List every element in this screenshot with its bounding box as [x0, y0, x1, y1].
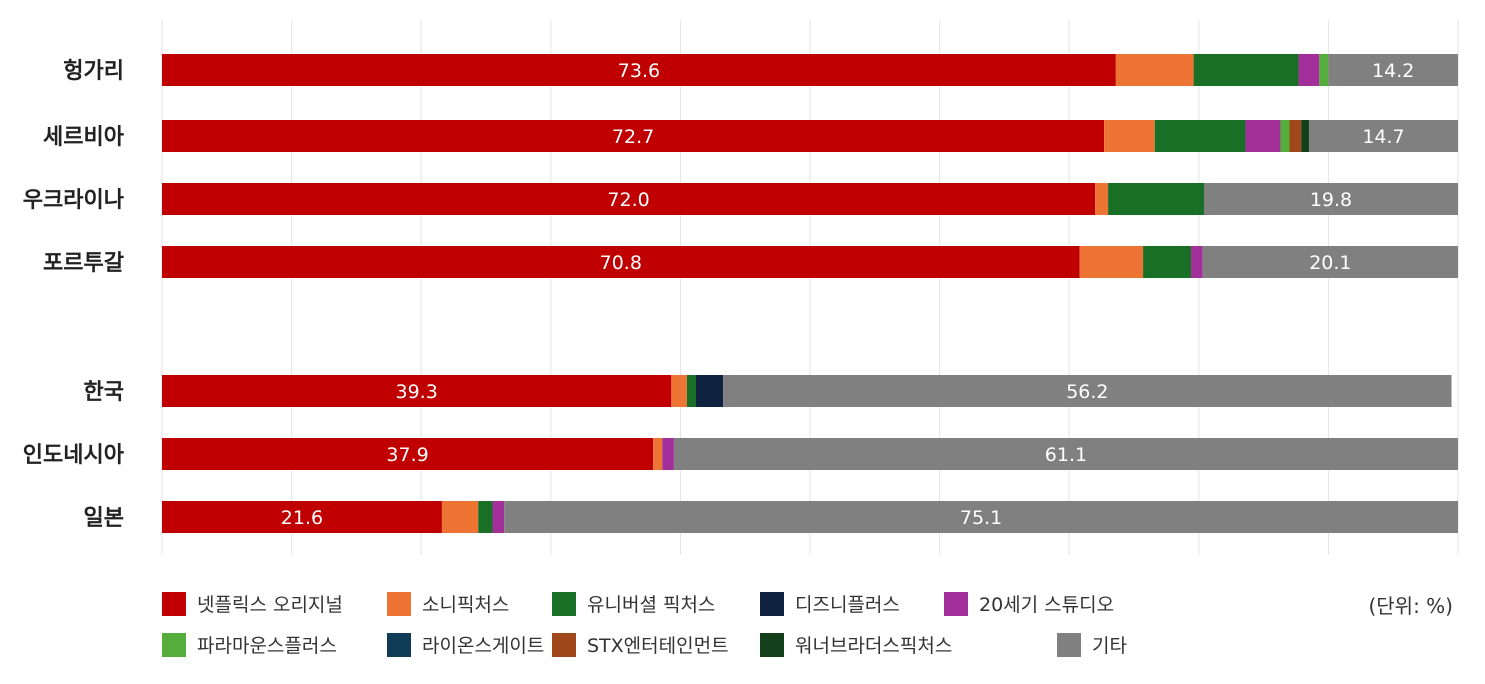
labels: 헝가리 73.6 14.2 세르비아 72.7 14.7 우크라이나 72.0 19.8 포르투갈…: [23, 59, 1415, 531]
legend-swatch: [162, 592, 186, 616]
unit-label: (단위: %): [1368, 594, 1453, 618]
legend-label: 기타: [1092, 635, 1127, 657]
data-label: 56.2: [1066, 381, 1108, 403]
bar-segment: [1298, 54, 1320, 86]
bars: [162, 54, 1458, 533]
legend-swatch: [552, 633, 576, 657]
bar-segment: [1193, 54, 1299, 86]
legend-swatch: [760, 592, 784, 616]
bar-segment: [162, 438, 654, 470]
category-label: 세르비아: [43, 125, 125, 150]
bar-segment: [1095, 183, 1109, 215]
legend-label: 소니픽처스: [422, 594, 509, 616]
bar-segment: [441, 501, 479, 533]
legend-label: 20세기 스튜디오: [979, 594, 1114, 616]
category-label: 우크라이나: [23, 188, 124, 213]
bar-segment: [1108, 183, 1204, 215]
bar-segment: [162, 54, 1116, 86]
data-label: 19.8: [1310, 189, 1352, 211]
category-label: 헝가리: [63, 59, 124, 84]
legend: 넷플릭스 오리지널 소니픽처스 유니버셜 픽처스 디즈니플러스 20세기 스튜디오파라마…: [162, 592, 1127, 657]
data-label: 75.1: [960, 507, 1002, 529]
bar-segment: [1104, 120, 1155, 152]
bar-segment: [653, 438, 663, 470]
data-label: 37.9: [386, 444, 428, 466]
legend-label: 워너브라더스픽처스: [795, 635, 952, 657]
legend-swatch: [387, 633, 411, 657]
legend-label: 넷플릭스 오리지널: [197, 594, 343, 616]
legend-label: 파라마운스플러스: [197, 635, 337, 657]
bar-segment: [1202, 246, 1458, 278]
data-label: 14.7: [1362, 126, 1404, 148]
data-label: 72.7: [612, 126, 654, 148]
legend-label: 라이온스게이트: [422, 635, 544, 657]
bar-segment: [162, 246, 1080, 278]
legend-label: STX엔터테인먼트: [587, 635, 729, 657]
bar-segment: [662, 438, 674, 470]
data-label: 20.1: [1309, 252, 1351, 274]
legend-label: 디즈니플러스: [795, 594, 900, 616]
category-label: 포르투갈: [43, 251, 124, 276]
legend-swatch: [552, 592, 576, 616]
bar-segment: [1308, 120, 1458, 152]
bar-segment: [671, 375, 687, 407]
data-label: 72.0: [607, 189, 649, 211]
gridlines: [161, 20, 1459, 555]
bar-segment: [1245, 120, 1281, 152]
bar-segment: [695, 375, 724, 407]
bar-segment: [1203, 183, 1458, 215]
legend-swatch: [944, 592, 968, 616]
legend-swatch: [1057, 633, 1081, 657]
category-label: 인도네시아: [23, 443, 125, 468]
bar-segment: [1079, 246, 1144, 278]
bar-segment: [686, 375, 696, 407]
bar-segment: [504, 501, 1458, 533]
bar-segment: [1301, 120, 1309, 152]
bar-segment: [723, 375, 1452, 407]
bar-segment: [1143, 246, 1192, 278]
bar-segment: [673, 438, 1458, 470]
bar-segment: [1289, 120, 1302, 152]
data-label: 73.6: [618, 60, 660, 82]
data-label: 39.3: [396, 381, 438, 403]
data-label: 14.2: [1372, 60, 1414, 82]
legend-swatch: [387, 592, 411, 616]
bar-segment: [1115, 54, 1194, 86]
bar-segment: [162, 183, 1096, 215]
bar-segment: [162, 375, 672, 407]
bar-segment: [1191, 246, 1203, 278]
bar-segment: [1319, 54, 1329, 86]
category-label: 한국: [84, 380, 124, 405]
data-label: 61.1: [1045, 444, 1087, 466]
legend-swatch: [162, 633, 186, 657]
category-label: 일본: [84, 506, 124, 531]
bar-segment: [492, 501, 505, 533]
data-label: 21.6: [281, 507, 323, 529]
bar-segment: [162, 120, 1105, 152]
bar-segment: [1154, 120, 1246, 152]
bar-segment: [478, 501, 493, 533]
data-label: 70.8: [600, 252, 642, 274]
legend-swatch: [760, 633, 784, 657]
legend-label: 유니버셜 픽처스: [587, 594, 715, 616]
bar-segment: [1280, 120, 1290, 152]
bar-segment: [1328, 54, 1458, 86]
bar-segment: [162, 501, 442, 533]
